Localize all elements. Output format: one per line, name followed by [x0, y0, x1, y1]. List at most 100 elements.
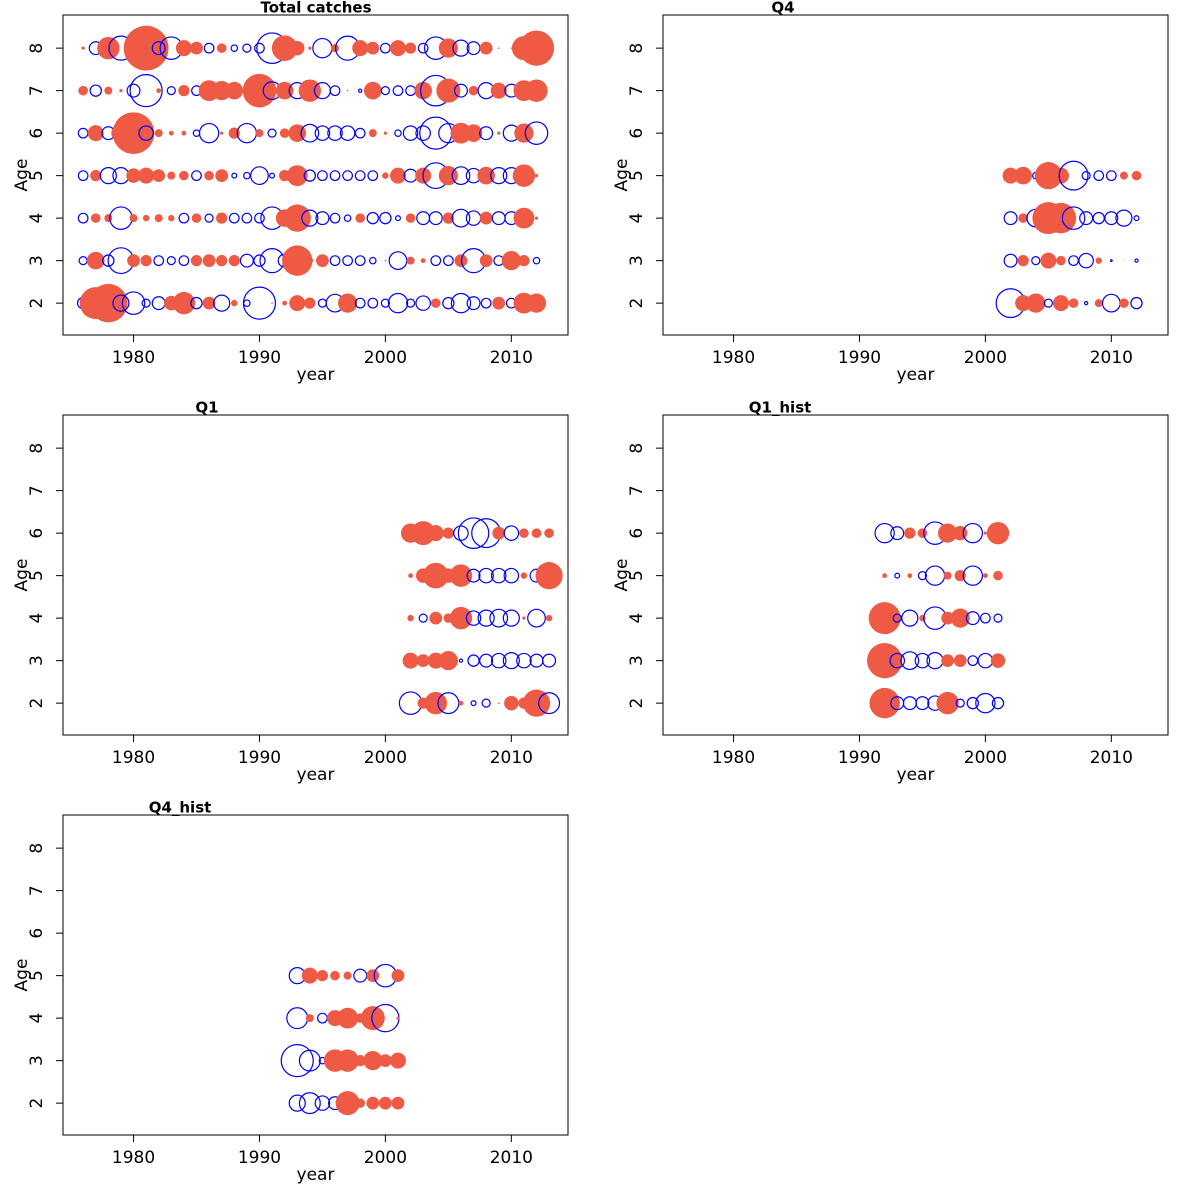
bubble — [99, 167, 117, 185]
bubble — [491, 211, 506, 226]
bubble — [497, 702, 500, 704]
bubble — [943, 571, 952, 580]
bubble — [104, 214, 113, 223]
bubble — [904, 527, 916, 539]
bubble — [1003, 211, 1018, 226]
bubble — [512, 164, 536, 187]
bubble — [901, 609, 919, 627]
bubble — [1031, 256, 1041, 266]
bubble — [168, 214, 175, 222]
bubble — [138, 167, 155, 184]
bubble — [442, 255, 454, 267]
bubble — [342, 170, 354, 182]
bubble — [343, 971, 352, 980]
bubble — [140, 255, 152, 267]
bubble — [1133, 215, 1140, 222]
bubble — [458, 658, 464, 663]
bubble — [283, 204, 311, 232]
bubble — [315, 211, 330, 226]
bubble — [243, 299, 251, 307]
bubble — [87, 125, 104, 142]
bubble — [151, 296, 166, 311]
bubble — [522, 616, 526, 620]
bubble — [1056, 255, 1066, 266]
bubble — [914, 652, 931, 669]
bubble — [1002, 167, 1019, 184]
y-tick-label: 4 — [627, 613, 647, 624]
bubble — [538, 692, 561, 715]
bubble — [301, 967, 318, 984]
bubble — [353, 968, 368, 983]
bubble — [167, 171, 176, 180]
bubble — [380, 86, 390, 96]
bubble — [303, 169, 317, 182]
y-tick-label: 6 — [27, 528, 47, 539]
bubble — [352, 40, 369, 57]
bubble — [367, 170, 379, 182]
bubble — [490, 567, 507, 584]
bubble — [289, 295, 306, 312]
bubble — [121, 291, 146, 315]
bubble — [1130, 296, 1143, 310]
x-tick-label: 1980 — [712, 748, 755, 768]
bubble — [317, 298, 328, 308]
bubble — [405, 85, 416, 97]
bubble — [479, 653, 494, 668]
bubble — [405, 213, 416, 223]
bubble — [78, 256, 88, 266]
bubble — [329, 85, 341, 97]
bubble — [415, 295, 431, 311]
bubble — [975, 692, 996, 714]
bubble — [429, 611, 443, 625]
bubble — [438, 38, 458, 58]
bubble — [282, 245, 313, 276]
bubble — [254, 212, 265, 224]
bubble — [178, 212, 190, 224]
y-tick-label: 7 — [27, 85, 47, 96]
bubble — [389, 167, 406, 184]
y-axis-label: Age — [12, 559, 32, 592]
bubble — [529, 653, 544, 668]
bubble — [204, 170, 214, 181]
x-tick-label: 1990 — [238, 748, 281, 768]
bubble — [458, 700, 464, 706]
bubble — [518, 255, 530, 267]
panel-title: Q4 — [771, 0, 794, 17]
bubble — [1014, 166, 1032, 185]
y-tick-label: 4 — [27, 613, 47, 624]
bubble — [403, 168, 418, 183]
bubble — [402, 125, 419, 141]
bubble — [1040, 252, 1057, 269]
bubble — [402, 652, 419, 669]
bubble — [890, 526, 905, 541]
bubble — [544, 528, 554, 538]
bubble — [519, 528, 529, 538]
bubble — [202, 254, 216, 268]
bubble — [442, 212, 454, 224]
bubble — [466, 296, 481, 311]
x-tick-label: 2010 — [490, 1148, 533, 1168]
bubble — [358, 88, 363, 93]
bubble — [420, 258, 426, 264]
bubble — [77, 212, 89, 224]
y-tick-label: 6 — [627, 128, 647, 139]
bubble — [422, 562, 449, 589]
y-tick-label: 5 — [627, 570, 647, 581]
bubble — [231, 299, 238, 307]
bubble — [166, 256, 176, 266]
bubble — [394, 215, 401, 222]
bubble — [190, 296, 203, 310]
bubble — [867, 643, 903, 679]
bubble — [531, 528, 542, 538]
bubble — [938, 523, 958, 543]
y-tick-label: 5 — [627, 170, 647, 181]
bubble — [379, 42, 391, 54]
bubble — [298, 1049, 321, 1072]
bubble — [479, 41, 493, 55]
bubble — [983, 531, 987, 535]
bubble — [388, 251, 408, 271]
bubble — [1043, 298, 1053, 308]
bubble — [1095, 257, 1102, 264]
bubble — [1109, 259, 1113, 263]
bubble — [1104, 211, 1119, 226]
